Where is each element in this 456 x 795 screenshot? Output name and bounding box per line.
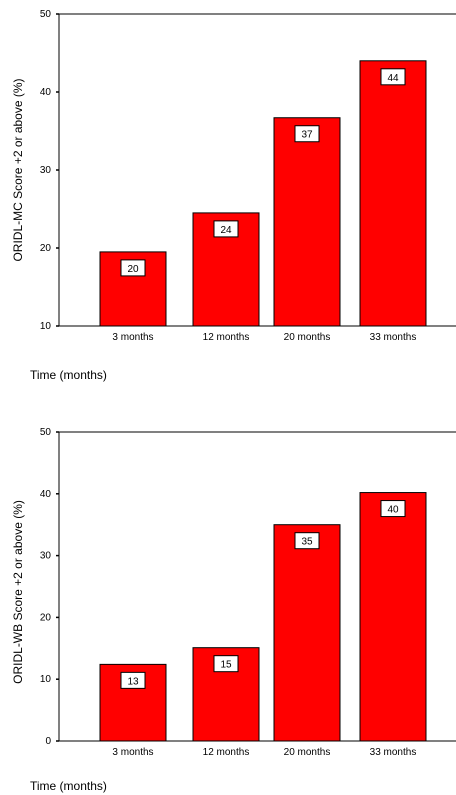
y-ticks: 0 10 20 30 40 50: [40, 427, 59, 747]
data-label: 35: [301, 537, 313, 548]
y-ticks: 10 20 30 40 50: [40, 9, 59, 332]
bar: [273, 524, 341, 742]
chart-1: 10 20 30 40 50 20 24 37 44 3 months 12 months 20 …: [11, 9, 456, 382]
y-tick-label: 0: [45, 736, 51, 747]
data-label: 20: [127, 264, 139, 275]
x-tick-label: 33 months: [370, 332, 417, 343]
data-label: 37: [301, 130, 313, 141]
y-tick-label: 30: [40, 551, 52, 562]
data-label: 44: [387, 73, 399, 84]
y-tick-label: 40: [40, 489, 52, 500]
x-ticks: 3 months 12 months 20 months 33 months: [112, 747, 416, 758]
bar: [359, 492, 427, 742]
data-label-box: [380, 500, 406, 518]
y-tick-label: 10: [40, 674, 52, 685]
x-axis-label: Time (months): [30, 779, 107, 793]
x-ticks: 3 months 12 months 20 months 33 months: [112, 332, 416, 343]
y-tick-label: 20: [40, 243, 52, 254]
bar: [359, 60, 427, 327]
data-label-box: [213, 655, 239, 673]
x-tick-label: 20 months: [284, 747, 331, 758]
x-tick-label: 20 months: [284, 332, 331, 343]
data-label-box: [294, 532, 320, 550]
y-tick-label: 30: [40, 165, 52, 176]
data-label-box: [120, 671, 146, 689]
bar: [273, 117, 341, 327]
y-tick-label: 40: [40, 87, 52, 98]
chart-2: 0 10 20 30 40 50 13 15 35 40 3 months 12 months 20…: [11, 427, 456, 793]
x-tick-label: 3 months: [112, 747, 153, 758]
data-label: 15: [220, 660, 232, 671]
data-label-box: [120, 259, 146, 277]
y-axis-label: ORIDL-WB Score +2 or above (%): [11, 500, 25, 684]
data-label: 24: [220, 225, 232, 236]
x-tick-label: 12 months: [203, 332, 250, 343]
bars: 13 15 35 40: [99, 492, 427, 742]
x-tick-label: 33 months: [370, 747, 417, 758]
data-label-box: [294, 125, 320, 143]
y-tick-label: 20: [40, 612, 52, 623]
data-label-box: [213, 220, 239, 238]
x-axis-label: Time (months): [30, 368, 107, 382]
data-label: 13: [127, 676, 139, 687]
y-axis-label: ORIDL-MC Score +2 or above (%): [11, 78, 25, 261]
y-tick-label: 10: [40, 321, 52, 332]
data-label-box: [380, 68, 406, 86]
y-tick-label: 50: [40, 9, 52, 20]
data-label: 40: [387, 505, 399, 516]
x-tick-label: 12 months: [203, 747, 250, 758]
bars: 20 24 37 44: [99, 60, 427, 327]
y-tick-label: 50: [40, 427, 52, 438]
x-tick-label: 3 months: [112, 332, 153, 343]
